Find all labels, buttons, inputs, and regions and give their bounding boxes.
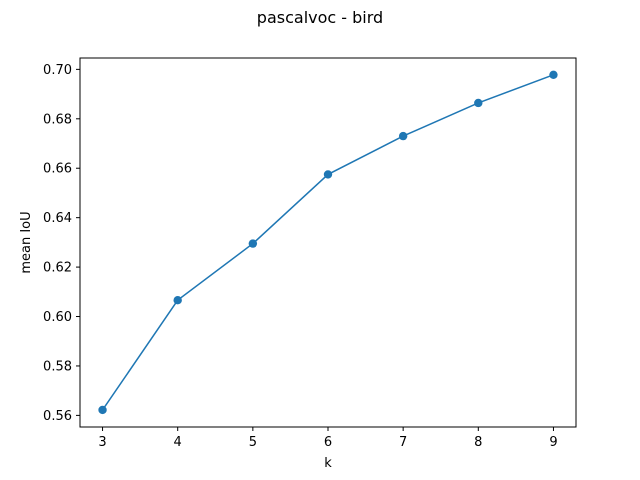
plot-area: 0.56 0.58 0.60 0.62 0.64 0.66 0.68 0.70 3 4 5 6 7 8 9	[43, 57, 577, 450]
y-tick-label: 0.64	[43, 211, 72, 226]
data-point	[323, 170, 333, 179]
x-axis-ticks: 3 4 5 6 7 8 9	[98, 427, 558, 450]
axes-frame	[79, 57, 577, 428]
y-tick-label: 0.56	[43, 409, 72, 424]
data-point	[398, 131, 408, 141]
data-point	[549, 70, 558, 80]
data-point	[474, 98, 483, 108]
chart-title: pascalvoc - bird	[257, 8, 383, 27]
x-tick-label: 9	[549, 435, 557, 450]
x-tick-label: 4	[174, 435, 182, 450]
data-point	[248, 239, 258, 248]
y-tick-label: 0.68	[43, 112, 72, 127]
series-layer	[98, 70, 558, 415]
x-tick-label: 7	[399, 435, 407, 450]
y-tick-label: 0.60	[43, 310, 72, 325]
y-tick-label: 0.62	[43, 261, 72, 276]
x-tick-label: 3	[98, 435, 106, 450]
data-point	[173, 296, 182, 305]
x-tick-label: 5	[249, 435, 257, 450]
y-axis-ticks: 0.56 0.58 0.60 0.62 0.64 0.66 0.68 0.70	[43, 63, 80, 424]
y-tick-label: 0.58	[43, 359, 72, 374]
data-point	[98, 405, 107, 415]
x-axis-label: k	[324, 456, 332, 471]
x-tick-label: 8	[474, 435, 482, 450]
y-axis-label: mean IoU	[19, 211, 34, 273]
y-tick-label: 0.70	[43, 63, 72, 78]
x-tick-label: 6	[324, 435, 332, 450]
y-tick-label: 0.66	[43, 162, 72, 177]
